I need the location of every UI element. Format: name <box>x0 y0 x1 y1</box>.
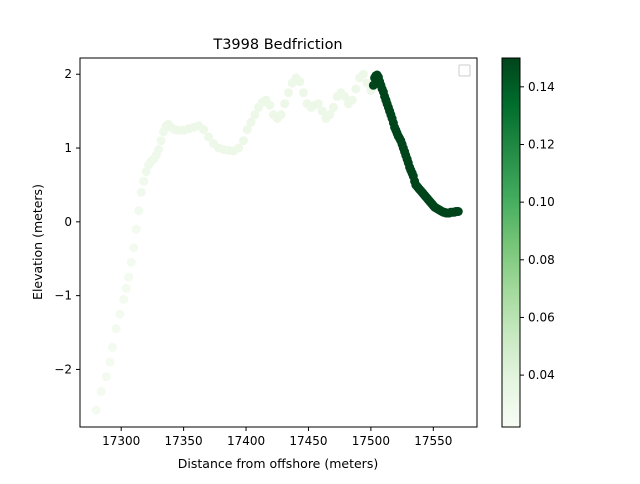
data-point <box>325 110 335 120</box>
y-axis-ticks: −2 −1 0 1 2 <box>54 67 80 376</box>
data-point <box>129 243 139 253</box>
colorbar-ticks: 0.04 0.06 0.08 0.10 0.12 0.14 <box>520 80 555 382</box>
colorbar-tick-label: 0.10 <box>528 195 555 209</box>
data-point <box>139 176 149 186</box>
data-point <box>111 324 121 334</box>
empty-legend-box <box>458 64 471 77</box>
colorbar-tick-label: 0.14 <box>528 80 555 94</box>
y-axis-label: Elevation (meters) <box>30 184 45 300</box>
data-point <box>101 372 111 382</box>
data-point <box>276 110 286 120</box>
data-point <box>199 125 209 135</box>
data-point <box>124 272 134 282</box>
colorbar-tick-label: 0.12 <box>528 137 555 151</box>
data-point <box>136 187 146 197</box>
data-point <box>96 387 106 397</box>
data-point <box>131 224 141 234</box>
x-tick-label: 17300 <box>102 434 140 448</box>
data-point <box>126 257 136 267</box>
y-tick-label: −2 <box>54 362 72 376</box>
data-point <box>347 95 357 105</box>
data-point <box>317 106 327 116</box>
colorbar-tick-label: 0.08 <box>528 253 555 267</box>
data-point <box>250 110 260 120</box>
points-layer <box>91 69 463 415</box>
x-tick-label: 17450 <box>289 434 327 448</box>
y-tick-label: −1 <box>54 289 72 303</box>
data-point <box>105 357 115 367</box>
x-axis-ticks: 17300 17350 17400 17450 17500 17550 <box>102 427 452 448</box>
data-point <box>284 88 293 98</box>
data-point <box>295 77 305 87</box>
data-point <box>242 125 252 135</box>
data-point <box>239 136 248 146</box>
data-point <box>265 100 275 110</box>
chart-title: T3998 Bedfriction <box>212 37 342 53</box>
x-tick-label: 17350 <box>165 434 203 448</box>
data-point <box>280 99 290 109</box>
data-point <box>121 283 131 293</box>
data-point <box>134 206 144 216</box>
colorbar: 0.04 0.06 0.08 0.10 0.12 0.14 <box>501 57 555 428</box>
data-point <box>328 102 338 112</box>
data-point <box>351 84 361 94</box>
data-point <box>119 294 129 304</box>
data-point <box>108 342 117 352</box>
x-tick-label: 17550 <box>414 434 452 448</box>
y-tick-label: 1 <box>64 141 72 155</box>
data-point <box>299 88 308 98</box>
x-tick-label: 17500 <box>352 434 390 448</box>
data-point <box>358 69 368 79</box>
x-tick-label: 17400 <box>227 434 265 448</box>
y-tick-label: 2 <box>64 67 72 81</box>
data-point <box>91 405 101 415</box>
data-point <box>204 132 214 142</box>
data-point <box>453 207 463 216</box>
data-point <box>246 117 256 127</box>
data-point <box>234 143 244 153</box>
colorbar-gradient <box>501 57 521 428</box>
y-tick-label: 0 <box>64 215 72 229</box>
plot-area: 17300 17350 17400 17450 17500 17550 −2 −1 0 1 2 <box>54 57 478 448</box>
data-point <box>340 91 350 101</box>
data-point <box>115 309 125 319</box>
colorbar-tick-label: 0.06 <box>528 310 555 324</box>
colorbar-tick-label: 0.04 <box>528 368 555 382</box>
data-point <box>156 136 166 146</box>
data-point <box>154 145 164 154</box>
x-axis-label: Distance from offshore (meters) <box>178 456 378 471</box>
data-point <box>313 99 323 109</box>
